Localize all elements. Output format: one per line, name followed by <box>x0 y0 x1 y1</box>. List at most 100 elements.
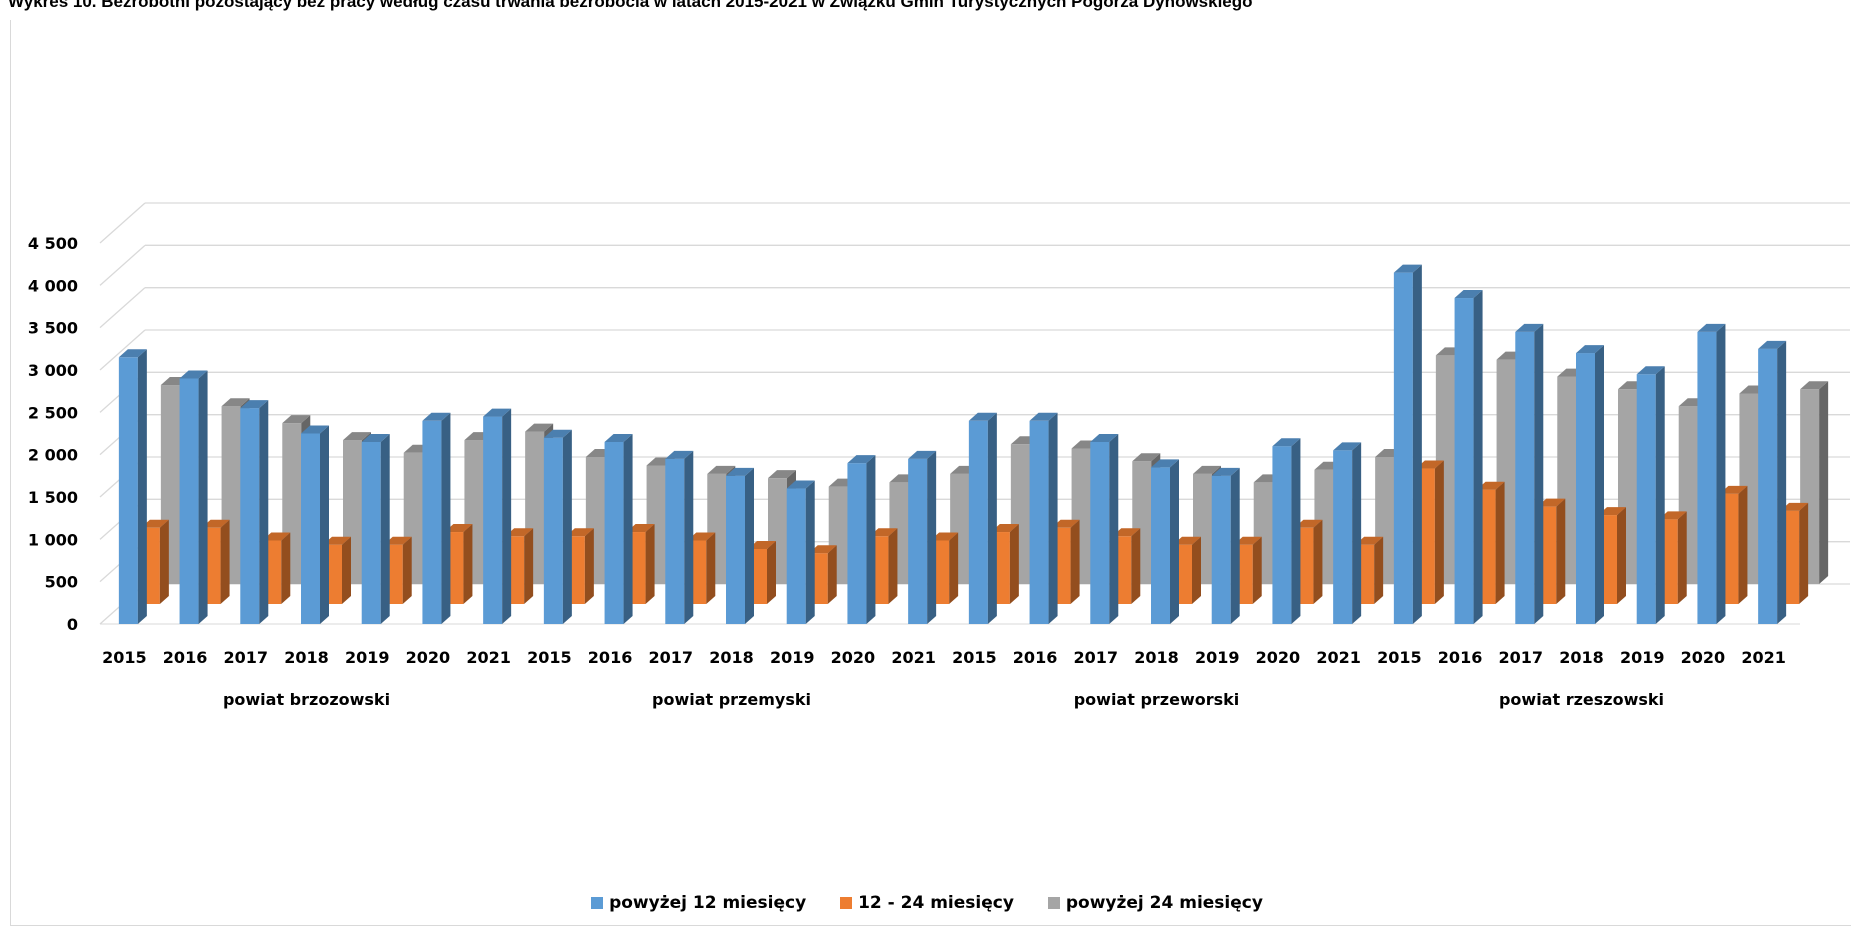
bar-side <box>463 524 473 604</box>
bar <box>847 455 876 624</box>
bar-side <box>1655 366 1665 624</box>
bar-top <box>847 455 876 464</box>
x-tick-label: 2021 <box>1316 648 1361 667</box>
bar-side <box>645 524 655 604</box>
bar-front <box>179 378 199 624</box>
bar-top <box>1173 536 1201 545</box>
x-tick-label: 2016 <box>588 648 633 667</box>
bar-top <box>1537 498 1566 507</box>
bar-top <box>1029 412 1058 421</box>
bar-top <box>908 450 937 459</box>
x-axis-year-labels: 2015 2016 2017 2018 2019 2020 2021 2015 2016 2017… <box>102 648 1786 667</box>
x-tick-label: 2017 <box>649 648 694 667</box>
bar-side <box>987 412 997 624</box>
legend-item-series-1: powyżej 12 miesięcy <box>591 893 806 913</box>
bar <box>1576 345 1604 624</box>
legend-label-series-3: powyżej 24 miesięcy <box>1065 893 1263 913</box>
bar-top <box>990 524 1019 533</box>
x-tick-label: 2017 <box>224 648 269 667</box>
bar-side <box>827 545 837 604</box>
bar-side <box>380 433 390 624</box>
x-tick-label: 2019 <box>1195 648 1240 667</box>
bar-side <box>745 467 754 624</box>
bar-top <box>1415 460 1444 469</box>
x-tick-label: 2020 <box>406 648 451 667</box>
bar-side <box>1109 433 1119 624</box>
x-axis-group-labels: powiat brzozowski powiat przemyski powiat … <box>223 690 1664 709</box>
bar-front <box>726 475 745 624</box>
x-tick-label: 2018 <box>1134 648 1179 667</box>
chart-legend: powyżej 12 miesięcy 12 - 24 miesięcy pow… <box>0 893 1854 913</box>
bar-front <box>786 488 806 624</box>
bar-top <box>301 425 329 434</box>
bar-side <box>1374 536 1384 604</box>
bar-side <box>1617 507 1626 604</box>
bar-top <box>1515 323 1544 332</box>
bar <box>1697 323 1726 624</box>
x-tick-label: 2018 <box>1559 648 1604 667</box>
bar-side <box>888 528 898 604</box>
bar-top <box>361 433 390 442</box>
bar-front <box>1454 298 1474 624</box>
bar <box>543 429 572 624</box>
bar-top <box>240 400 269 409</box>
bar <box>179 370 208 624</box>
bar-side <box>137 349 147 624</box>
bar-top <box>1233 536 1262 545</box>
bar-front <box>240 408 260 624</box>
bar-front <box>118 357 138 624</box>
legend-label-series-1: powyżej 12 miesięcy <box>609 893 807 913</box>
bar-front <box>1272 446 1292 624</box>
bar-side <box>623 433 633 624</box>
x-tick-label: 2019 <box>770 648 815 667</box>
bar-top <box>140 519 169 528</box>
bar-front <box>1333 450 1353 624</box>
bar-top <box>483 408 512 417</box>
bar-top <box>748 540 776 549</box>
y-tick-label: 2 000 <box>28 446 78 465</box>
x-tick-label: 2016 <box>163 648 208 667</box>
bar-side <box>927 450 937 624</box>
bar-top <box>1758 340 1787 349</box>
bar-top <box>323 536 351 545</box>
bar-top <box>1333 442 1362 451</box>
bar <box>1454 290 1483 624</box>
bar-top <box>179 370 208 379</box>
legend-item-series-3: powyżej 24 miesięcy <box>1047 893 1263 913</box>
y-tick-label: 3 500 <box>28 319 78 338</box>
y-tick-label: 4 000 <box>28 276 78 295</box>
bar-front <box>1211 475 1231 624</box>
bar-top <box>1294 519 1323 528</box>
bar <box>1029 412 1058 624</box>
bar-side <box>1716 323 1726 624</box>
bar <box>1393 264 1422 624</box>
bar-side <box>441 412 451 624</box>
series-1-bars <box>118 264 1787 624</box>
bar-top <box>1211 467 1240 476</box>
x-tick-label: 2021 <box>891 648 936 667</box>
bar-top <box>505 528 534 537</box>
bar-front <box>1515 331 1535 624</box>
bar-top <box>808 545 837 554</box>
bar-top <box>1719 485 1748 494</box>
legend-label-series-2: 12 - 24 miesięcy <box>858 893 1014 913</box>
bar-top <box>869 528 898 537</box>
bar-front <box>604 441 624 624</box>
gridline-diagonal <box>99 329 146 371</box>
bar-top <box>1598 507 1626 516</box>
x-tick-label: 2020 <box>1256 648 1301 667</box>
bar-side <box>1473 290 1483 624</box>
bar-top <box>221 398 250 407</box>
group-label: powiat przeworski <box>1074 690 1240 709</box>
x-tick-label: 2020 <box>831 648 876 667</box>
bar <box>361 433 390 624</box>
bar-side <box>220 519 230 604</box>
bar-side <box>1352 442 1362 624</box>
x-tick-label: 2017 <box>1074 648 1119 667</box>
bar-top <box>1476 481 1505 490</box>
bar <box>1515 323 1544 624</box>
bar-side <box>1131 528 1141 604</box>
bar-front <box>1758 348 1778 624</box>
x-tick-label: 2021 <box>1741 648 1786 667</box>
